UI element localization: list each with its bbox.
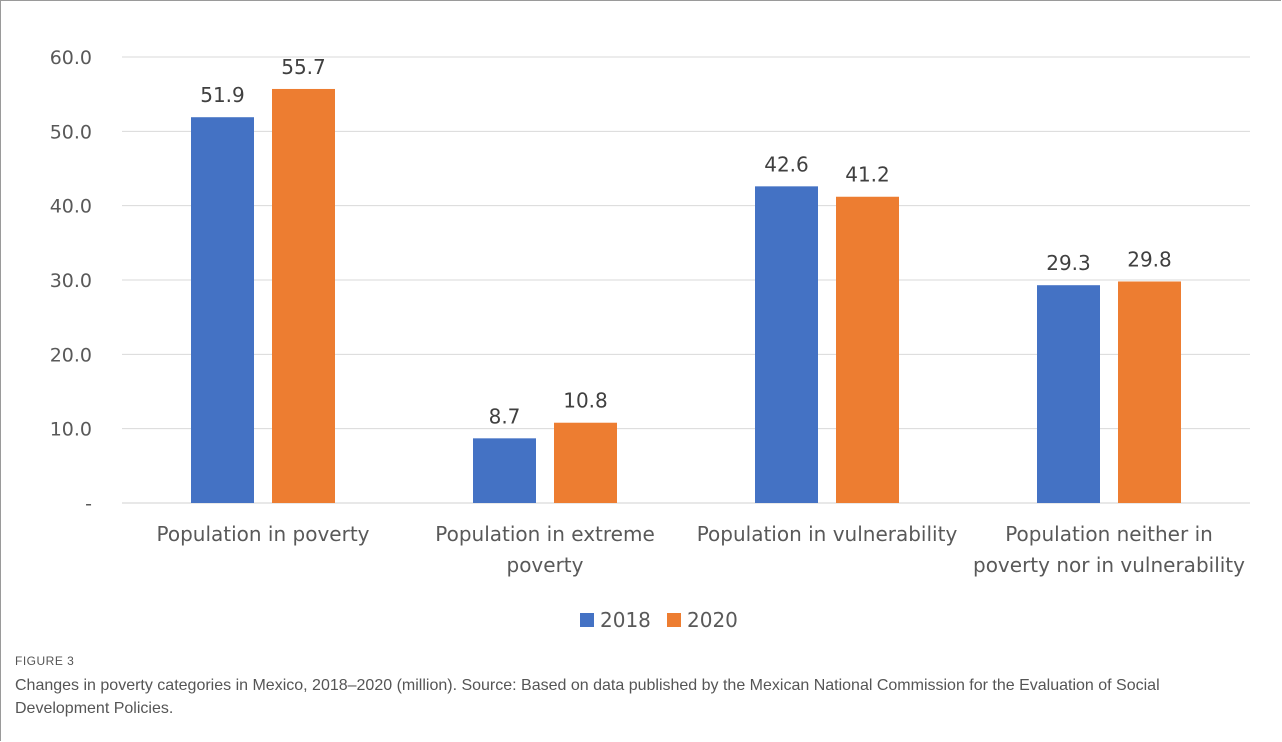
y-tick-label: 50.0 bbox=[50, 121, 92, 143]
y-axis-ticks: - 10.0 20.0 30.0 40.0 50.0 60.0 bbox=[50, 47, 92, 515]
category-labels: Population in poverty Population in extre… bbox=[157, 522, 1246, 577]
data-label: 51.9 bbox=[200, 83, 245, 107]
y-tick-label: - bbox=[85, 493, 92, 515]
bar-2018 bbox=[473, 438, 536, 503]
bar-2018 bbox=[191, 117, 254, 504]
bar-2020 bbox=[272, 88, 335, 504]
figure-label: FIGURE 3 bbox=[15, 654, 75, 668]
bar-2020 bbox=[1118, 281, 1181, 503]
legend-swatch-2018 bbox=[580, 613, 594, 627]
y-tick-label: 20.0 bbox=[50, 344, 92, 366]
category-label: Population in vulnerability bbox=[697, 522, 958, 546]
y-tick-label: 10.0 bbox=[50, 419, 92, 441]
category-label: poverty bbox=[507, 553, 584, 577]
data-label: 41.2 bbox=[845, 163, 890, 187]
category-label: Population in poverty bbox=[157, 522, 370, 546]
bar-chart: - 10.0 20.0 30.0 40.0 50.0 60.0 51.9 55.7 8.7 10.… bbox=[50, 47, 1250, 632]
legend-label: 2018 bbox=[600, 608, 651, 632]
legend-label: 2020 bbox=[687, 608, 738, 632]
legend-swatch-2020 bbox=[667, 613, 681, 627]
y-tick-label: 40.0 bbox=[50, 196, 92, 218]
bar-2020 bbox=[554, 422, 617, 503]
bar-2018 bbox=[1037, 285, 1100, 503]
bars bbox=[191, 88, 1181, 504]
y-tick-label: 60.0 bbox=[50, 47, 92, 69]
category-label: Population in extreme bbox=[435, 522, 655, 546]
data-labels: 51.9 55.7 8.7 10.8 42.6 41.2 29.3 29.8 bbox=[200, 55, 1172, 428]
bar-2018 bbox=[755, 186, 818, 503]
data-label: 8.7 bbox=[489, 404, 521, 428]
data-label: 29.3 bbox=[1046, 251, 1091, 275]
data-label: 55.7 bbox=[281, 55, 326, 79]
data-label: 29.8 bbox=[1127, 247, 1172, 271]
figure-caption: Changes in poverty categories in Mexico,… bbox=[15, 677, 1160, 717]
category-label: Population neither in bbox=[1005, 522, 1213, 546]
category-label: poverty nor in vulnerability bbox=[973, 553, 1245, 577]
y-tick-label: 30.0 bbox=[50, 270, 92, 292]
legend: 2018 2020 bbox=[580, 608, 738, 632]
data-label: 10.8 bbox=[563, 389, 608, 413]
data-label: 42.6 bbox=[764, 152, 809, 176]
bar-2020 bbox=[836, 196, 899, 503]
